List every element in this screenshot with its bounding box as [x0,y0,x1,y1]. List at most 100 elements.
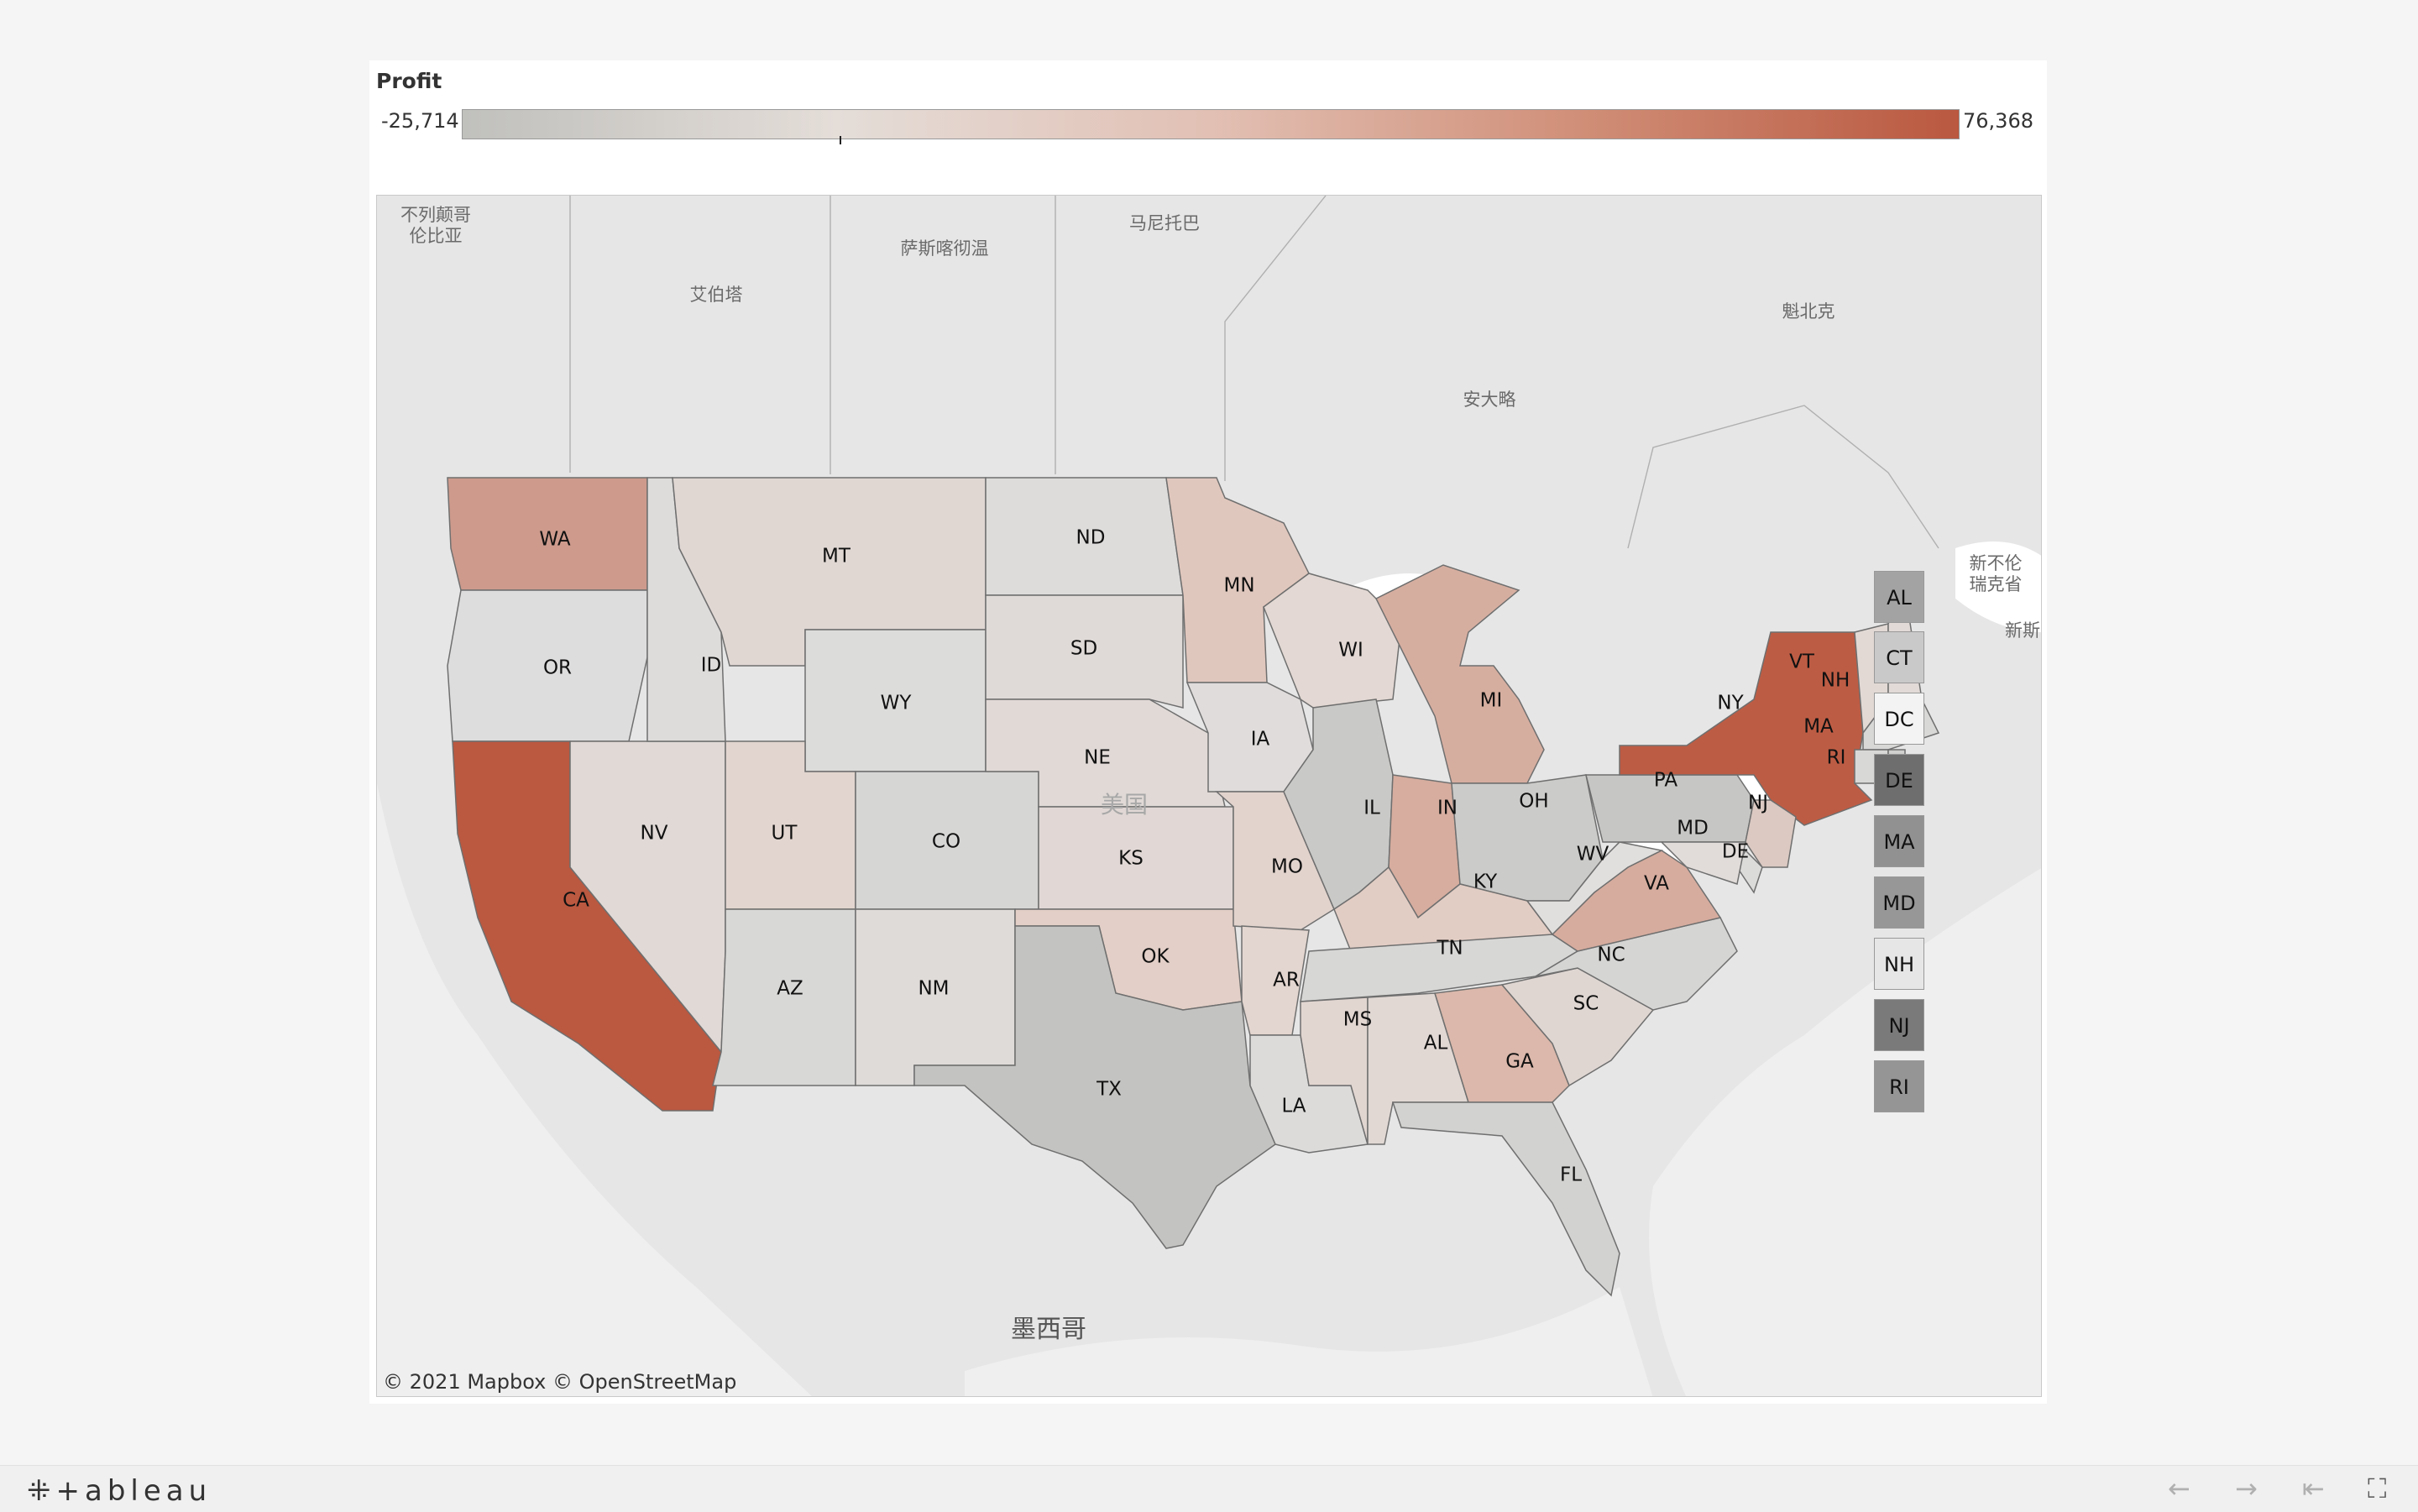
place-label-on: 安大略 [1463,390,1516,410]
mini-legend-label: AL [1887,586,1912,610]
state-mi[interactable] [1374,564,1545,784]
state-label-nv: NV [641,823,668,845]
state-label-nm: NM [918,978,949,1000]
footer-bar [0,1465,2418,1512]
state-label-nd: ND [1076,527,1106,549]
state-label-vt: VT [1789,651,1815,673]
place-label-mx: 墨西哥 [1011,1315,1086,1344]
state-label-tn: TN [1436,938,1463,960]
pacific-ocean [377,783,812,1396]
place-label-nl2: 瑞克省 [1970,574,2023,594]
state-label-ga: GA [1505,1051,1534,1073]
fullscreen-button[interactable]: ⛶ [2368,1473,2387,1504]
state-label-ms: MS [1343,1009,1372,1031]
state-label-nc: NC [1597,944,1625,966]
place-label-nl: 新不伦 [1970,553,2023,573]
map-canvas[interactable]: 不列颠哥 伦比亚 艾伯塔 萨斯喀彻温 马尼托巴 安大略 魁北克 新不伦 瑞克省 … [377,196,2042,1397]
state-labels: WA OR CA NV ID MT WY UT AZ CO NM ND SD N… [539,527,1850,1186]
state-label-md: MD [1677,818,1709,840]
gulf-st-lawrence [1955,541,2041,632]
state-label-al: AL [1424,1033,1448,1054]
state-label-co: CO [932,831,960,853]
map-attribution[interactable]: © 2021 Mapbox © OpenStreetMap [383,1370,737,1394]
tableau-mark-icon: ⁜ [27,1474,56,1508]
state-label-fl: FL [1560,1164,1582,1186]
state-label-ky: KY [1473,871,1498,893]
mini-legend-nj[interactable]: NJ [1874,999,1924,1051]
state-label-ny: NY [1717,693,1744,714]
state-wi[interactable] [1263,573,1402,709]
mini-legend-md[interactable]: MD [1874,876,1924,929]
state-label-ca: CA [563,890,589,912]
mini-legend-label: DE [1885,769,1913,793]
state-label-pa: PA [1654,770,1677,792]
province-borders [569,196,1939,549]
place-label-sk: 萨斯喀彻温 [901,238,989,259]
undo-button[interactable]: ← [2168,1473,2190,1504]
state-label-la: LA [1281,1096,1306,1117]
mini-legend-ma[interactable]: MA [1874,815,1924,867]
mini-legend-label: CT [1886,646,1913,670]
state-label-wv: WV [1577,844,1609,866]
state-label-ri: RI [1827,747,1846,769]
state-label-mn: MN [1223,575,1254,597]
mini-legend-al[interactable]: AL [1874,571,1924,623]
mini-legend-ct[interactable]: CT [1874,631,1924,683]
state-label-ut: UT [772,823,798,845]
state-label-de: DE [1722,841,1749,863]
place-label-mb: 马尼托巴 [1129,213,1200,233]
redo-button[interactable]: → [2235,1473,2258,1504]
state-label-il: IL [1363,798,1380,819]
state-label-in: IN [1437,798,1458,819]
mini-legend-nh[interactable]: NH [1874,938,1924,990]
state-wv[interactable] [1526,841,1664,936]
gulf-of-mexico [965,1287,1653,1396]
place-label-bc: 不列颠哥 [400,205,471,225]
state-label-va: VA [1644,873,1669,895]
legend-max-label: 76,368 [1963,109,2033,133]
mini-legend-label: MD [1882,892,1916,915]
tableau-wordmark: +ableau [55,1474,212,1508]
legend-zero-marker [840,136,841,144]
state-label-ks: KS [1118,848,1144,870]
mini-legend-label: NJ [1888,1014,1910,1038]
state-label-sd: SD [1070,638,1097,660]
legend-color-bar [462,109,1960,139]
state-label-mo: MO [1271,856,1303,878]
state-label-wy: WY [881,693,913,714]
state-label-mt: MT [822,546,851,568]
state-label-ar: AR [1273,970,1300,991]
state-md[interactable] [1660,841,1746,885]
state-tx[interactable] [913,925,1276,1249]
state-label-mi: MI [1480,690,1503,712]
atlantic-ocean [1649,868,2041,1396]
state-label-oh: OH [1519,791,1548,813]
state-fl[interactable] [1391,1101,1620,1297]
state-label-wa: WA [539,529,570,551]
place-labels: 不列颠哥 伦比亚 艾伯塔 萨斯喀彻温 马尼托巴 安大略 魁北克 新不伦 瑞克省 … [400,205,2040,1344]
mini-legend-label: RI [1889,1075,1909,1099]
state-label-ma: MA [1803,716,1834,738]
state-label-ia: IA [1251,729,1270,751]
map-view[interactable]: 不列颠哥 伦比亚 艾伯塔 萨斯喀彻温 马尼托巴 安大略 魁北克 新不伦 瑞克省 … [376,195,2042,1397]
place-label-bc2: 伦比亚 [410,226,463,246]
state-label-ne: NE [1084,747,1111,769]
tableau-logo[interactable]: ⁜+ableau [27,1474,212,1508]
mini-legend-label: DC [1884,708,1914,731]
mini-legend-label: MA [1883,830,1915,854]
place-label-ab: 艾伯塔 [690,285,743,305]
state-label-or: OR [543,657,572,679]
mini-legend-dc[interactable]: DC [1874,693,1924,745]
state-label-ok: OK [1141,946,1170,968]
mini-legend-de[interactable]: DE [1874,754,1924,806]
revert-button[interactable]: ⇤ [2302,1473,2325,1504]
state-label-sc: SC [1573,993,1599,1015]
state-label-az: AZ [777,978,803,1000]
state-sd[interactable] [985,594,1184,709]
place-label-ns: 新斯 [2005,620,2040,641]
legend-min-label: -25,714 [381,109,459,133]
state-label-nj: NJ [1748,793,1768,814]
state-label-nh: NH [1821,670,1850,692]
state-label-id: ID [701,655,722,677]
mini-legend-ri[interactable]: RI [1874,1060,1924,1112]
